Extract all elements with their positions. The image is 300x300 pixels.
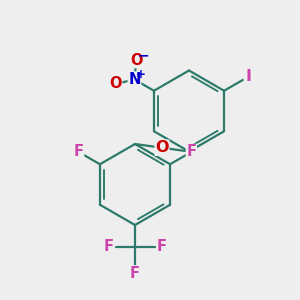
- Text: F: F: [103, 239, 113, 254]
- Text: +: +: [136, 68, 146, 81]
- Text: F: F: [130, 266, 140, 281]
- Text: O: O: [155, 140, 169, 155]
- Text: F: F: [186, 144, 197, 159]
- Text: F: F: [157, 239, 167, 254]
- Text: I: I: [245, 69, 251, 84]
- Text: N: N: [128, 72, 141, 87]
- Text: F: F: [74, 144, 84, 159]
- Text: O: O: [130, 52, 142, 68]
- Text: O: O: [109, 76, 122, 92]
- Text: −: −: [137, 49, 149, 63]
